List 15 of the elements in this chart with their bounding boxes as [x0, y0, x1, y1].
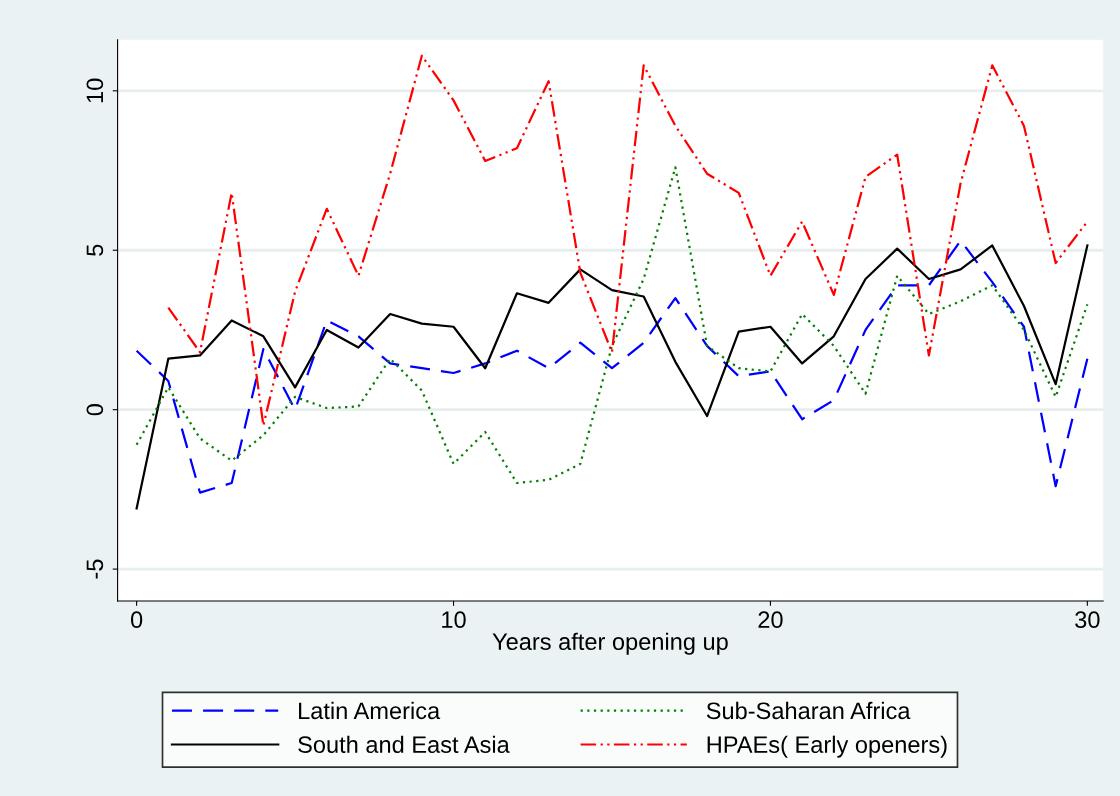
legend-label: Sub-Saharan Africa	[706, 701, 911, 720]
x-tick-label: 30	[1075, 611, 1100, 629]
x-tick-label: 0	[130, 611, 143, 629]
line-series	[167, 54, 1089, 427]
y-tick-label: 0	[86, 404, 104, 416]
x-tick-label: 20	[758, 611, 783, 629]
y-tick-label: 10	[86, 78, 104, 103]
y-tick-label: 5	[86, 244, 104, 256]
legend-label: South and East Asia	[298, 735, 510, 753]
y-tick-label: -5	[86, 559, 104, 579]
x-axis-title: Years after opening up	[492, 632, 728, 655]
line-series	[135, 166, 1089, 485]
x-tick-label: 10	[442, 611, 466, 629]
legend-label: HPAEs( Early openers)	[707, 735, 947, 758]
legend-label: Latin America	[299, 701, 441, 720]
